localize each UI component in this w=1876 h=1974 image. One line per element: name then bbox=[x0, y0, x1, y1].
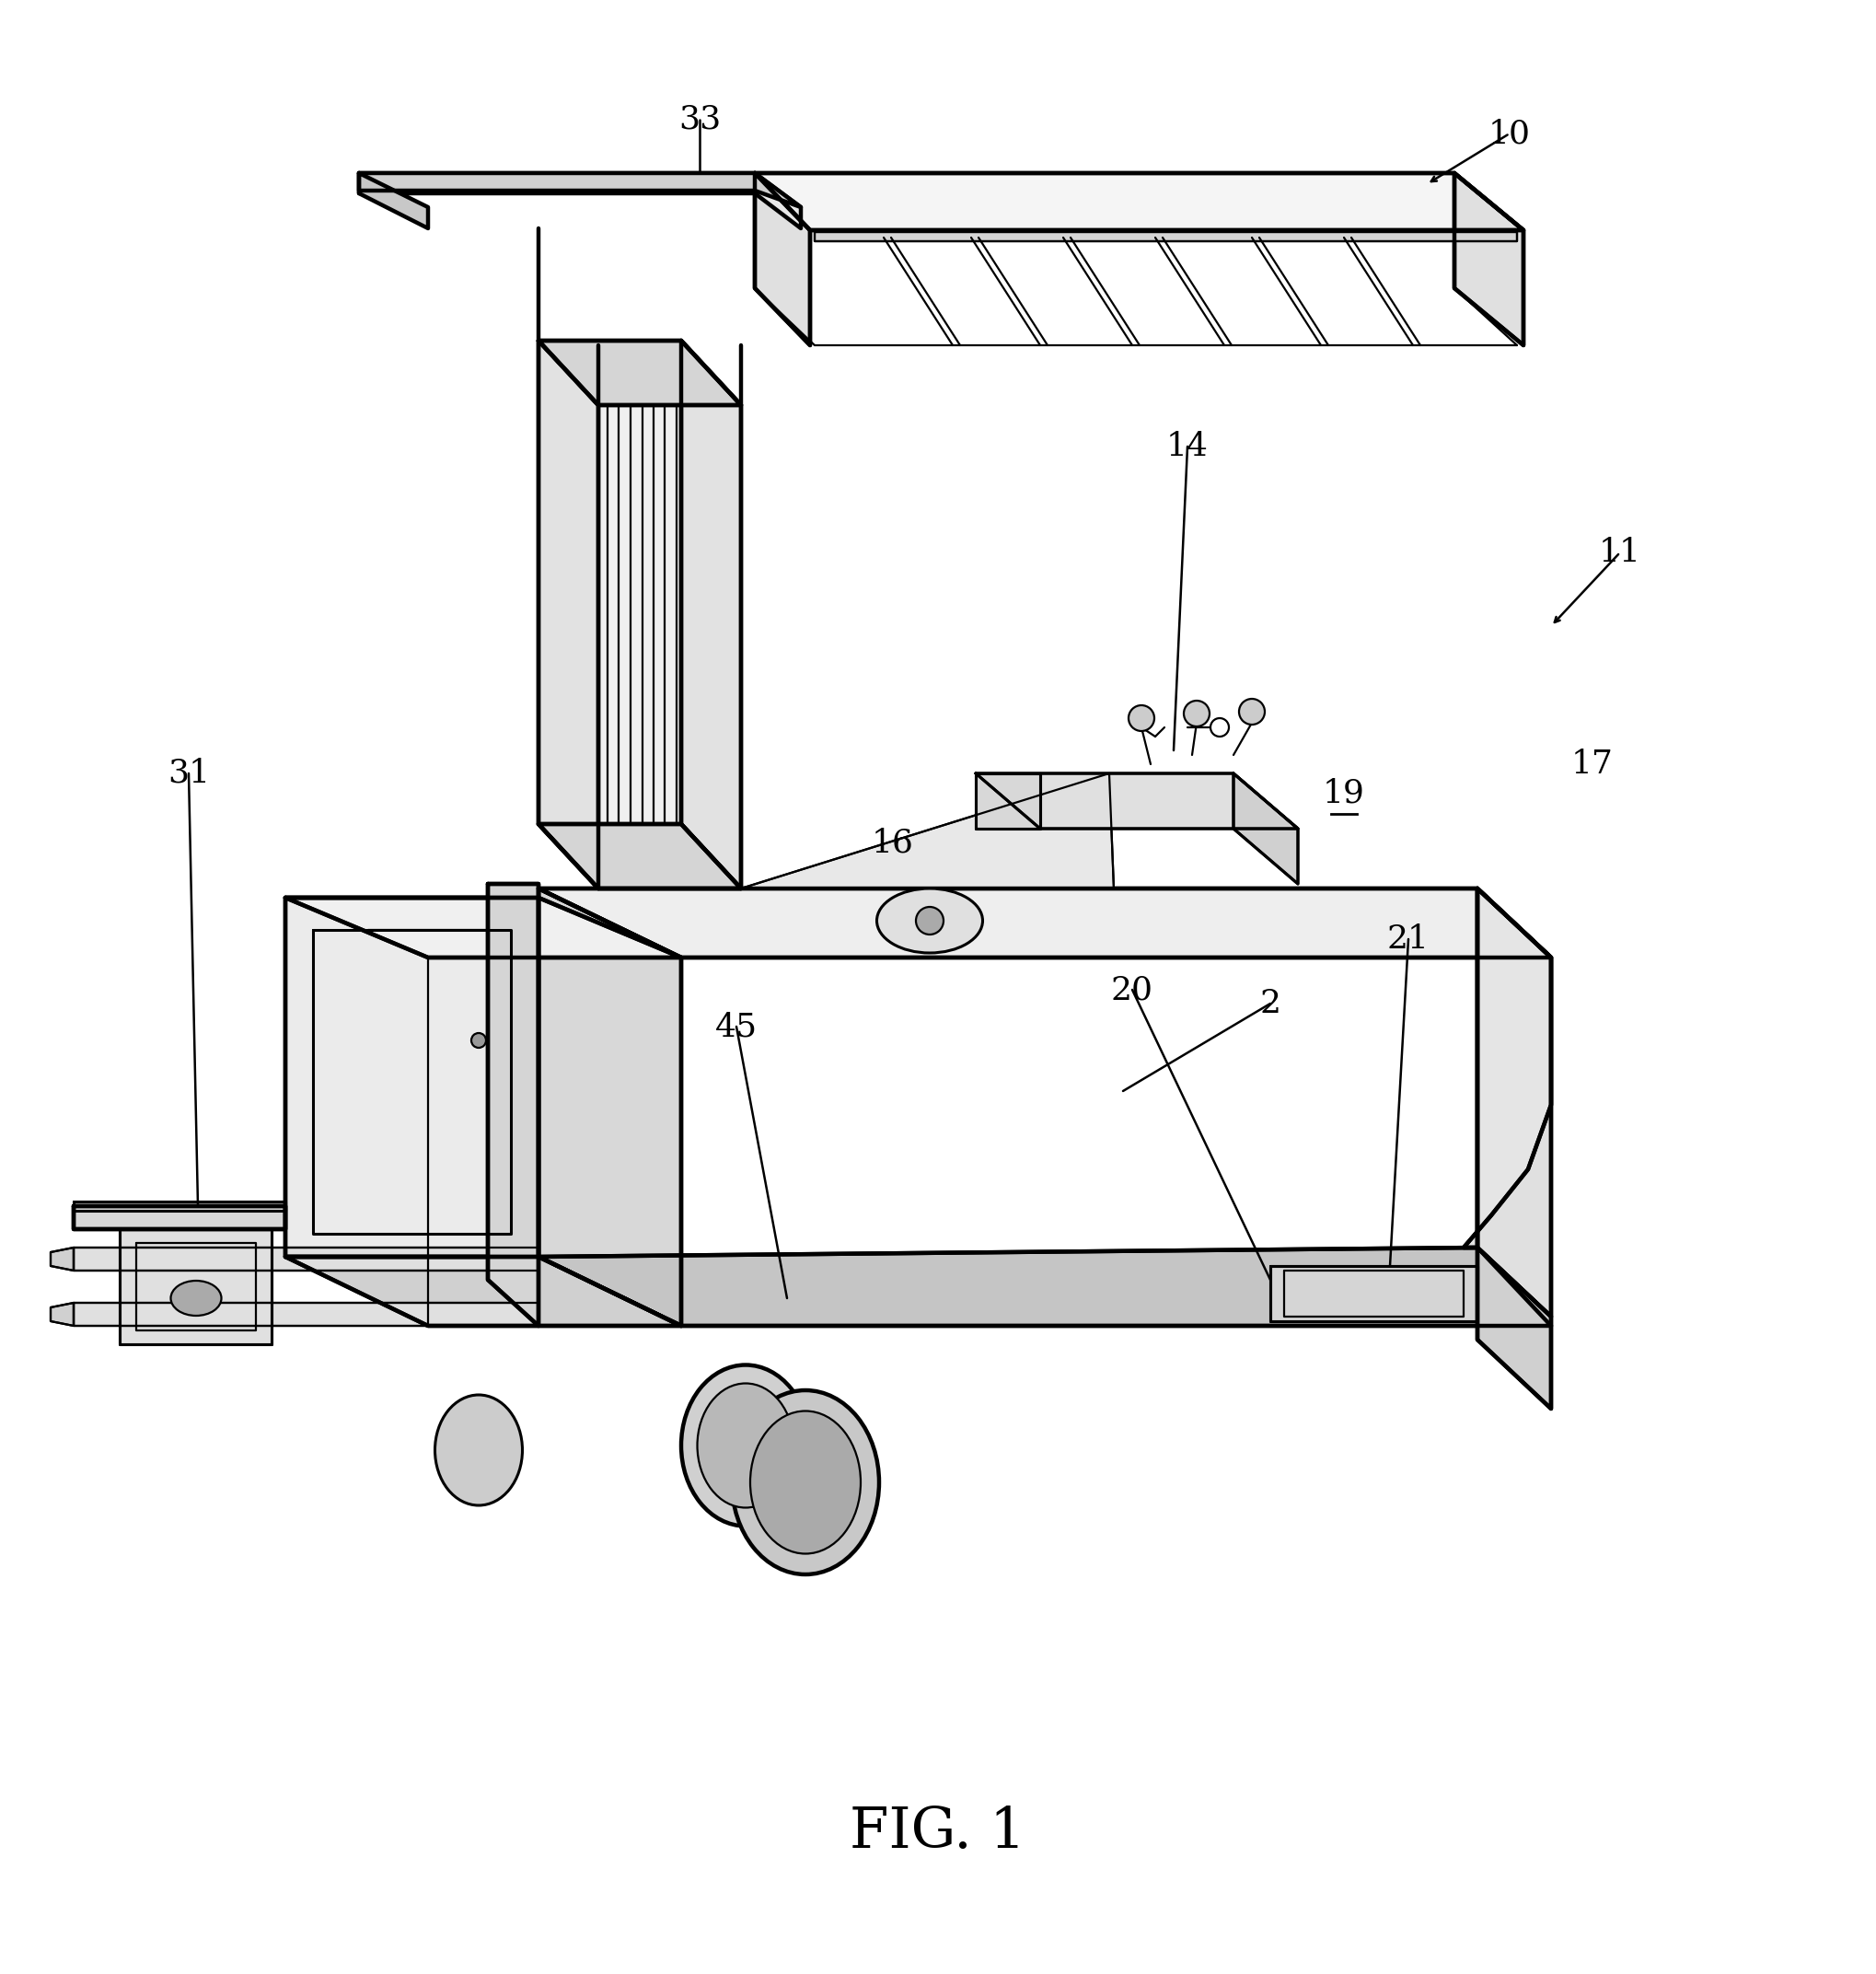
Text: 17: 17 bbox=[1572, 748, 1613, 780]
Circle shape bbox=[1184, 701, 1210, 726]
Polygon shape bbox=[285, 898, 681, 957]
Ellipse shape bbox=[750, 1411, 861, 1554]
Text: 11: 11 bbox=[1598, 537, 1642, 569]
Polygon shape bbox=[538, 1248, 1551, 1327]
Circle shape bbox=[1129, 705, 1154, 730]
Polygon shape bbox=[358, 174, 428, 229]
Polygon shape bbox=[1463, 888, 1551, 1248]
Ellipse shape bbox=[732, 1390, 880, 1575]
Polygon shape bbox=[538, 888, 681, 1327]
Polygon shape bbox=[538, 342, 741, 405]
Text: 45: 45 bbox=[715, 1011, 758, 1042]
Polygon shape bbox=[285, 1257, 681, 1327]
Polygon shape bbox=[73, 1248, 538, 1271]
Polygon shape bbox=[73, 1202, 285, 1210]
Polygon shape bbox=[73, 1303, 538, 1327]
Polygon shape bbox=[51, 1303, 73, 1327]
Polygon shape bbox=[488, 884, 538, 1327]
Text: 19: 19 bbox=[1323, 778, 1366, 809]
Text: 20: 20 bbox=[1111, 973, 1154, 1005]
Text: 31: 31 bbox=[167, 758, 210, 790]
Polygon shape bbox=[358, 174, 801, 229]
Ellipse shape bbox=[171, 1281, 221, 1317]
Text: FIG. 1: FIG. 1 bbox=[850, 1804, 1026, 1860]
Polygon shape bbox=[1478, 888, 1551, 1317]
Polygon shape bbox=[120, 1230, 272, 1344]
Ellipse shape bbox=[435, 1396, 522, 1506]
Circle shape bbox=[471, 1032, 486, 1048]
Text: 16: 16 bbox=[872, 827, 914, 859]
Polygon shape bbox=[538, 888, 1551, 957]
Circle shape bbox=[1210, 719, 1229, 736]
Polygon shape bbox=[538, 342, 598, 888]
Polygon shape bbox=[741, 774, 1114, 888]
Text: 14: 14 bbox=[1167, 430, 1208, 462]
Polygon shape bbox=[1454, 174, 1523, 345]
Polygon shape bbox=[1270, 1265, 1478, 1321]
Polygon shape bbox=[285, 898, 538, 1257]
Polygon shape bbox=[976, 774, 1039, 829]
Polygon shape bbox=[976, 774, 1298, 829]
Polygon shape bbox=[598, 405, 741, 888]
Ellipse shape bbox=[876, 888, 983, 953]
Circle shape bbox=[1238, 699, 1264, 724]
Polygon shape bbox=[754, 174, 1523, 231]
Polygon shape bbox=[51, 1248, 73, 1271]
Polygon shape bbox=[814, 233, 1518, 241]
Circle shape bbox=[915, 906, 944, 934]
Text: 21: 21 bbox=[1386, 924, 1430, 955]
Polygon shape bbox=[1234, 774, 1298, 884]
Ellipse shape bbox=[681, 1364, 810, 1526]
Text: 33: 33 bbox=[679, 105, 720, 136]
Polygon shape bbox=[538, 823, 741, 888]
Text: 10: 10 bbox=[1488, 118, 1531, 150]
Polygon shape bbox=[754, 174, 810, 345]
Polygon shape bbox=[73, 1206, 285, 1230]
Polygon shape bbox=[358, 174, 801, 207]
Ellipse shape bbox=[698, 1384, 794, 1508]
Polygon shape bbox=[681, 342, 741, 888]
Text: 2: 2 bbox=[1259, 987, 1281, 1019]
Polygon shape bbox=[1478, 1248, 1551, 1409]
